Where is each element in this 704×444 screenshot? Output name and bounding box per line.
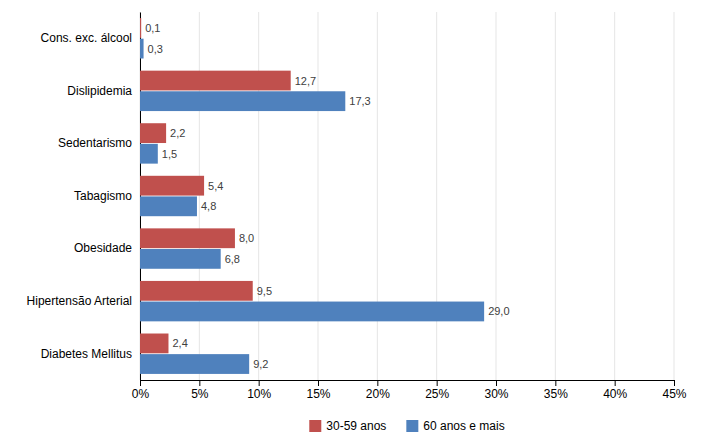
grid-line [377,12,378,380]
x-tick: 30% [484,380,508,401]
data-label: 0,1 [145,22,160,34]
data-label: 4,8 [201,200,216,212]
legend: 30-59 anos 60 anos e mais [309,419,504,433]
grid-line [199,12,200,380]
bar [140,281,253,301]
x-tick: 35% [544,380,568,401]
grid-line [555,12,556,380]
y-tick: Obesidade [74,241,132,255]
x-tick-label: 0% [132,387,150,401]
data-label: 29,0 [488,305,509,317]
data-labels: 0,1 12,7 2,2 5,4 8,0 9,5 2,4 0,3 17,3 1,5 4,8 6,8 29… [145,22,509,370]
x-tick: 45% [662,380,686,401]
x-tick-mark [615,380,616,386]
data-label: 6,8 [225,253,240,265]
x-axis-line [141,381,675,387]
y-tick-label: Diabetes Mellitus [41,347,132,361]
data-label: 9,2 [253,358,268,370]
grid-line [140,12,141,380]
grid-line [258,12,259,380]
x-tick: 20% [366,380,390,401]
y-axis: Cons. exc. álcool Dislipidemia Sedentarism… [27,13,141,381]
x-tick-label: 30% [484,387,508,401]
y-tick: Cons. exc. álcool [41,31,132,45]
bar [140,18,141,38]
x-tick-mark [377,380,378,386]
data-label: 5,4 [208,180,223,192]
y-tick-label: Obesidade [74,241,132,255]
grid-line [674,12,675,380]
x-tick-label: 45% [662,387,686,401]
grid-line [614,12,615,380]
legend-label: 30-59 anos [326,419,386,433]
bar [140,196,197,216]
x-axis: 0% 5% 10% 15% 20% 25% 30% 35% 40% 45% [132,380,687,401]
x-tick-label: 40% [603,387,627,401]
bar [140,302,484,322]
legend-item: 60 anos e mais [406,419,504,433]
bars [140,18,484,374]
x-tick: 40% [603,380,627,401]
data-label: 9,5 [257,285,272,297]
data-label: 2,2 [170,127,185,139]
x-tick-mark [555,380,556,386]
chart: 0% 5% 10% 15% 20% 25% 30% 35% 40% 45% Cons. exc. á… [0,0,704,444]
grid-line [496,12,497,380]
grid-line [436,12,437,380]
y-tick-label: Sedentarismo [58,136,132,150]
data-label: 1,5 [162,148,177,160]
y-tick: Diabetes Mellitus [41,347,132,361]
bar [140,228,235,248]
x-tick-label: 20% [366,387,390,401]
grid-line [318,12,319,380]
x-tick: 25% [425,380,449,401]
data-label: 0,3 [148,43,163,55]
x-tick-label: 10% [247,387,271,401]
bar [140,123,166,143]
legend-swatch [406,420,418,432]
x-tick-mark [318,380,319,386]
plot: 0% 5% 10% 15% 20% 25% 30% 35% 40% 45% Cons. exc. á… [27,12,687,401]
x-tick-mark [496,380,497,386]
x-tick-label: 25% [425,387,449,401]
x-tick-mark [140,380,141,386]
legend-item: 30-59 anos [309,419,386,433]
y-tick: Hipertensão Arterial [27,294,132,308]
bar [140,249,221,269]
x-tick-mark [437,380,438,386]
bar [140,176,204,196]
x-tick-mark [199,380,200,386]
y-tick: Sedentarismo [58,136,132,150]
data-label: 17,3 [349,95,370,107]
bar [140,91,345,111]
x-tick-mark [259,380,260,386]
y-tick: Dislipidemia [67,84,132,98]
y-tick-label: Tabagismo [74,189,132,203]
x-tick: 15% [306,380,330,401]
y-tick-label: Hipertensão Arterial [27,294,132,308]
bar [140,39,144,59]
y-tick-label: Dislipidemia [67,84,132,98]
data-label: 8,0 [239,232,254,244]
data-label: 12,7 [295,75,316,87]
legend-label: 60 anos e mais [423,419,504,433]
legend-swatch [309,420,321,432]
bar [140,334,168,354]
x-tick: 0% [132,380,150,401]
bar [140,144,158,164]
grid [140,12,674,380]
x-tick: 10% [247,380,271,401]
y-tick-label: Cons. exc. álcool [41,31,132,45]
bar [140,354,249,374]
y-tick: Tabagismo [74,189,132,203]
x-tick: 5% [191,380,209,401]
x-tick-label: 15% [306,387,330,401]
bar [140,71,291,91]
x-tick-label: 5% [191,387,209,401]
x-tick-mark [674,380,675,386]
x-tick-label: 35% [544,387,568,401]
data-label: 2,4 [172,337,187,349]
